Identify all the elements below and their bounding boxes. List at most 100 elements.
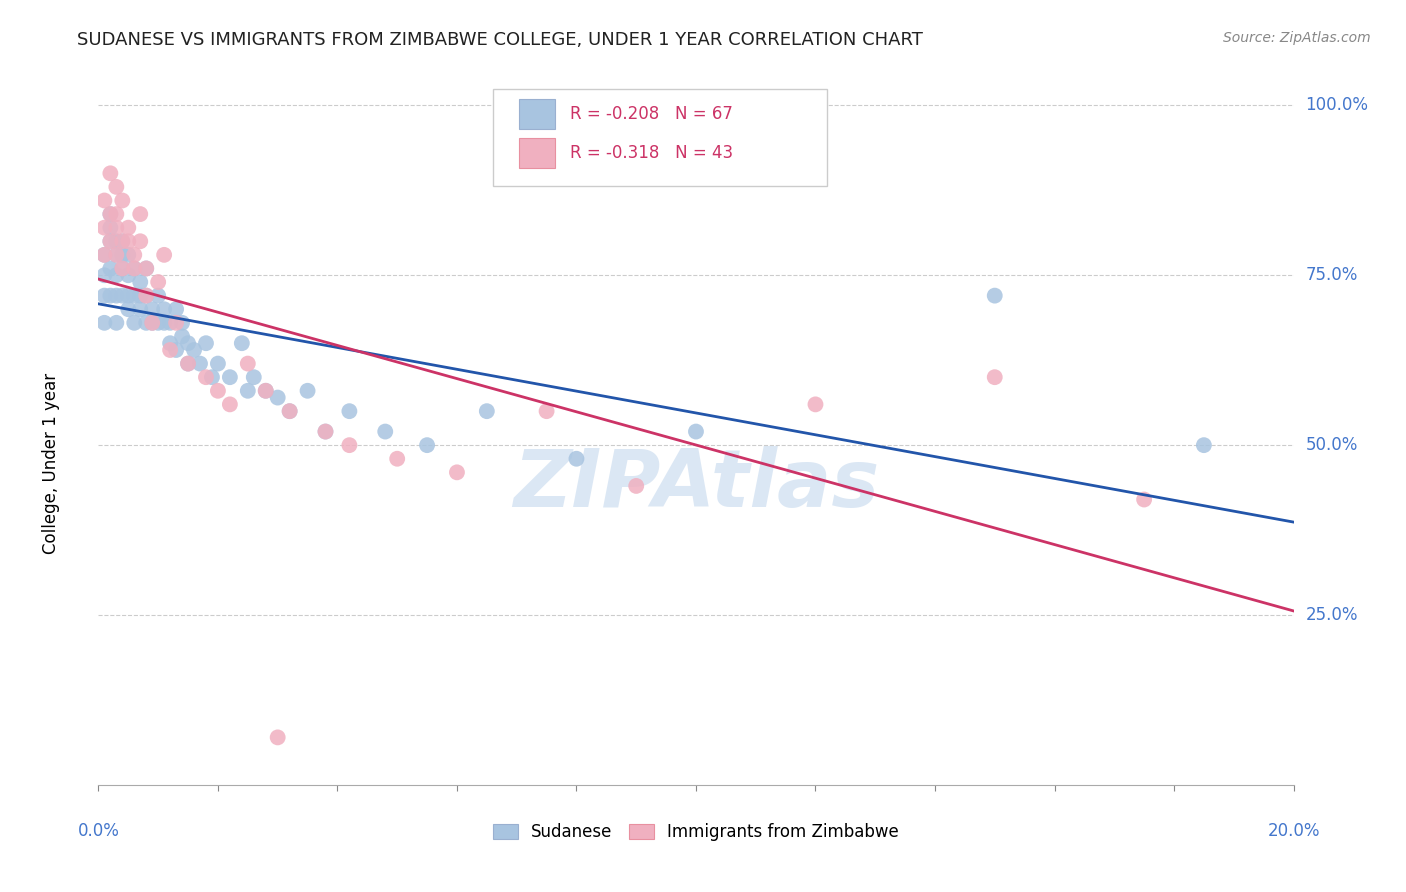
Point (159, 316, 181, 330)
Point (105, 180, 128, 194)
Point (446, 466, 468, 480)
Text: 100.0%: 100.0% (1306, 96, 1368, 114)
Point (165, 302, 187, 317)
Point (105, 248, 128, 262)
Point (153, 302, 176, 317)
Point (105, 288, 128, 302)
Point (207, 357, 229, 371)
Point (111, 261, 134, 276)
Point (339, 438, 361, 452)
Point (111, 234, 134, 248)
Point (124, 288, 146, 302)
Point (129, 302, 152, 317)
Point (172, 316, 194, 330)
Point (111, 248, 134, 262)
Bar (519, 138, 555, 169)
Point (124, 248, 146, 262)
Point (105, 316, 128, 330)
Point (315, 425, 337, 439)
Point (236, 384, 259, 398)
Point (207, 384, 229, 398)
Point (93, 316, 115, 330)
Point (159, 336, 181, 351)
FancyBboxPatch shape (494, 89, 828, 186)
Point (135, 316, 157, 330)
Legend: Sudanese, Immigrants from Zimbabwe: Sudanese, Immigrants from Zimbabwe (486, 817, 905, 848)
Point (219, 397, 242, 411)
Point (98, 166, 122, 180)
Point (148, 275, 170, 289)
Point (278, 404, 301, 418)
Point (117, 248, 139, 262)
Point (98, 288, 122, 302)
Point (105, 268, 128, 283)
Text: ZIPAtlas: ZIPAtlas (513, 446, 879, 524)
Point (117, 268, 139, 283)
Point (117, 220, 139, 235)
Point (117, 234, 139, 248)
Point (135, 261, 157, 276)
Bar (519, 99, 555, 129)
Point (984, 370, 1007, 384)
Point (177, 336, 200, 351)
Point (141, 302, 163, 317)
Point (135, 288, 157, 302)
Point (984, 288, 1007, 302)
Point (98, 220, 122, 235)
Point (148, 316, 170, 330)
Point (267, 731, 290, 745)
Text: R = -0.318   N = 43: R = -0.318 N = 43 (571, 145, 734, 162)
Point (135, 288, 157, 302)
Point (254, 384, 277, 398)
Point (243, 370, 266, 384)
Point (183, 343, 205, 357)
Point (124, 261, 146, 276)
Text: 25.0%: 25.0% (1306, 606, 1358, 624)
Point (111, 234, 134, 248)
Point (98, 234, 122, 248)
Point (177, 357, 200, 371)
Point (148, 288, 170, 302)
Point (315, 425, 337, 439)
Point (267, 391, 290, 405)
Point (297, 384, 319, 398)
Point (565, 451, 588, 466)
Point (278, 404, 301, 418)
Point (172, 329, 194, 343)
Point (201, 370, 224, 384)
Point (98, 207, 122, 221)
Point (135, 261, 157, 276)
Point (685, 425, 707, 439)
Point (111, 261, 134, 276)
Point (1133, 492, 1156, 507)
Point (141, 316, 163, 330)
Point (93, 268, 115, 283)
Text: 50.0%: 50.0% (1306, 436, 1358, 454)
Point (231, 336, 253, 351)
Point (93, 220, 115, 235)
Point (129, 288, 152, 302)
Point (626, 479, 648, 493)
Point (117, 288, 139, 302)
Point (195, 336, 218, 351)
Point (105, 207, 128, 221)
Point (117, 302, 139, 317)
Point (153, 248, 176, 262)
Point (129, 275, 152, 289)
Point (177, 357, 200, 371)
Text: 20.0%: 20.0% (1267, 822, 1320, 840)
Point (129, 207, 152, 221)
Text: R = -0.208   N = 67: R = -0.208 N = 67 (571, 105, 734, 123)
Point (105, 220, 128, 235)
Point (195, 370, 218, 384)
Point (105, 234, 128, 248)
Point (111, 194, 134, 208)
Point (124, 261, 146, 276)
Point (124, 316, 146, 330)
Point (98, 207, 122, 221)
Point (93, 194, 115, 208)
Point (804, 397, 827, 411)
Point (254, 384, 277, 398)
Point (98, 234, 122, 248)
Point (475, 404, 498, 418)
